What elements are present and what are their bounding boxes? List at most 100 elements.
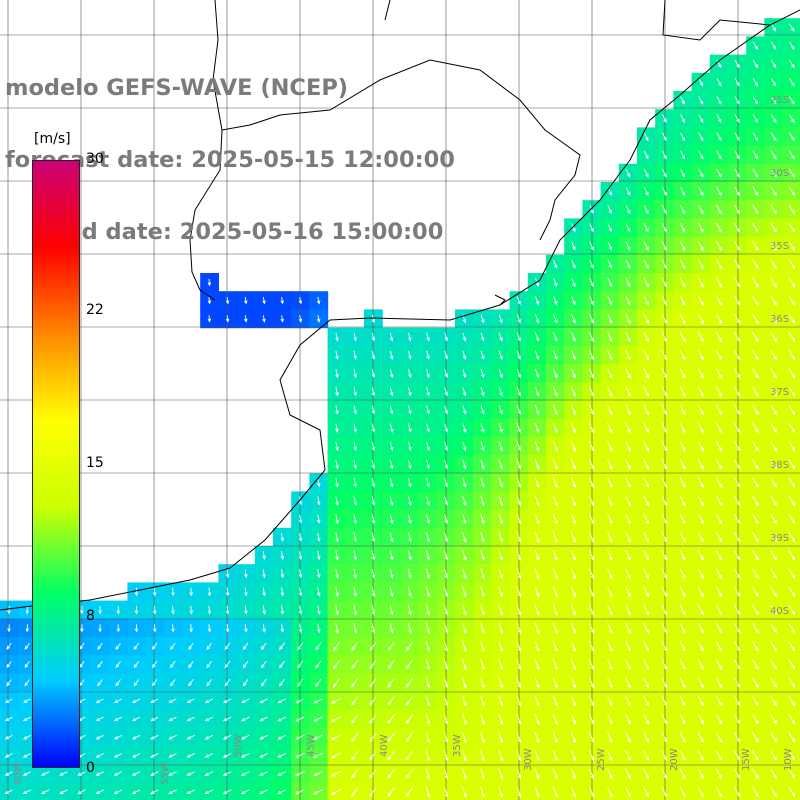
wind-arrow bbox=[715, 659, 722, 671]
wind-arrow bbox=[661, 186, 667, 197]
wind-arrow bbox=[353, 550, 358, 561]
wind-arrow bbox=[313, 752, 324, 758]
wind-arrow bbox=[788, 714, 796, 725]
wind-arrow bbox=[116, 605, 121, 615]
wind-arrow bbox=[788, 386, 796, 397]
wind-arrow bbox=[788, 204, 795, 215]
wind-arrow bbox=[353, 332, 357, 342]
wind-arrow bbox=[387, 641, 395, 651]
wind-arrow bbox=[589, 350, 595, 361]
wind-arrow bbox=[516, 368, 522, 379]
wind-arrow bbox=[516, 659, 522, 671]
wind-arrow bbox=[607, 659, 613, 671]
wind-arrow bbox=[734, 768, 741, 780]
wind-arrow bbox=[259, 789, 269, 795]
wind-arrow bbox=[570, 731, 577, 744]
wind-arrow bbox=[425, 514, 430, 525]
wind-arrow bbox=[516, 423, 522, 434]
wind-arrow bbox=[389, 477, 394, 488]
wind-arrow bbox=[734, 186, 741, 197]
speed-cell bbox=[782, 109, 800, 128]
lon-label: 50W bbox=[233, 734, 244, 757]
wind-arrow bbox=[715, 331, 722, 343]
wind-arrow bbox=[317, 623, 321, 634]
wind-arrow bbox=[150, 716, 159, 722]
wind-arrow bbox=[734, 786, 741, 798]
wind-arrow bbox=[40, 789, 50, 794]
wind-arrow bbox=[534, 386, 540, 397]
wind-arrow bbox=[134, 624, 139, 633]
wind-arrow bbox=[570, 640, 577, 653]
wind-arrow bbox=[661, 132, 667, 142]
wind-arrow bbox=[462, 513, 467, 525]
wind-arrow bbox=[661, 659, 668, 671]
wind-arrow bbox=[222, 698, 232, 703]
wind-arrow bbox=[570, 713, 577, 725]
wind-arrow bbox=[480, 531, 485, 543]
wind-arrow bbox=[679, 786, 686, 798]
wind-arrow bbox=[679, 732, 686, 743]
wind-arrow bbox=[405, 696, 413, 706]
wind-arrow bbox=[498, 622, 504, 634]
wind-arrow bbox=[770, 77, 777, 87]
wind-arrow bbox=[716, 240, 722, 252]
wind-arrow bbox=[426, 459, 430, 470]
wind-arrow bbox=[679, 713, 686, 725]
wind-arrow bbox=[516, 640, 522, 653]
wind-arrow bbox=[625, 277, 631, 288]
wind-arrow bbox=[752, 440, 759, 452]
wind-arrow bbox=[715, 404, 722, 416]
wind-arrow bbox=[752, 677, 759, 689]
wind-arrow bbox=[788, 732, 796, 743]
wind-arrow bbox=[206, 642, 212, 651]
wind-arrow bbox=[734, 550, 741, 561]
wind-arrow bbox=[516, 296, 521, 306]
wind-arrow bbox=[298, 623, 303, 634]
wind-arrow bbox=[222, 789, 232, 795]
wind-arrow bbox=[607, 368, 613, 379]
wind-arrow bbox=[480, 368, 485, 379]
wind-arrow bbox=[425, 731, 431, 744]
wind-arrow bbox=[131, 753, 141, 758]
wind-arrow bbox=[169, 679, 176, 687]
wind-arrow bbox=[770, 768, 777, 779]
wind-arrow bbox=[353, 586, 358, 598]
wind-arrow bbox=[371, 604, 376, 616]
wind-arrow bbox=[770, 532, 777, 543]
wind-arrow bbox=[752, 331, 759, 343]
wind-arrow bbox=[570, 422, 576, 434]
wind-arrow bbox=[516, 549, 522, 562]
wind-arrow bbox=[426, 368, 430, 379]
wind-arrow bbox=[697, 641, 704, 652]
wind-arrow bbox=[643, 186, 649, 197]
wind-arrow bbox=[498, 586, 504, 598]
wind-arrow bbox=[788, 586, 796, 597]
wind-arrow bbox=[661, 713, 668, 725]
wind-arrow bbox=[752, 550, 759, 561]
wind-arrow bbox=[589, 223, 594, 233]
wind-arrow bbox=[4, 698, 13, 703]
wind-arrow bbox=[679, 604, 686, 616]
wind-arrow bbox=[734, 313, 741, 325]
wind-arrow bbox=[570, 495, 577, 507]
wind-arrow bbox=[697, 404, 704, 416]
wind-arrow bbox=[643, 168, 649, 178]
wind-arrow bbox=[661, 677, 668, 689]
wind-arrow bbox=[280, 315, 284, 323]
wind-arrow bbox=[498, 350, 503, 360]
wind-arrow bbox=[443, 641, 449, 652]
colorbar-tick-30: 30 bbox=[86, 151, 104, 167]
wind-arrow bbox=[260, 678, 267, 687]
wind-arrow bbox=[679, 386, 686, 398]
wind-arrow bbox=[277, 771, 287, 776]
wind-arrow bbox=[553, 296, 558, 306]
wind-arrow bbox=[607, 404, 613, 416]
wind-arrow bbox=[698, 132, 704, 142]
wind-arrow bbox=[516, 386, 522, 397]
wind-arrow bbox=[262, 587, 266, 597]
wind-arrow bbox=[171, 605, 175, 615]
wind-arrow bbox=[387, 768, 395, 779]
wind-arrow bbox=[95, 789, 105, 795]
wind-arrow bbox=[443, 768, 449, 780]
wind-arrow bbox=[770, 404, 777, 415]
